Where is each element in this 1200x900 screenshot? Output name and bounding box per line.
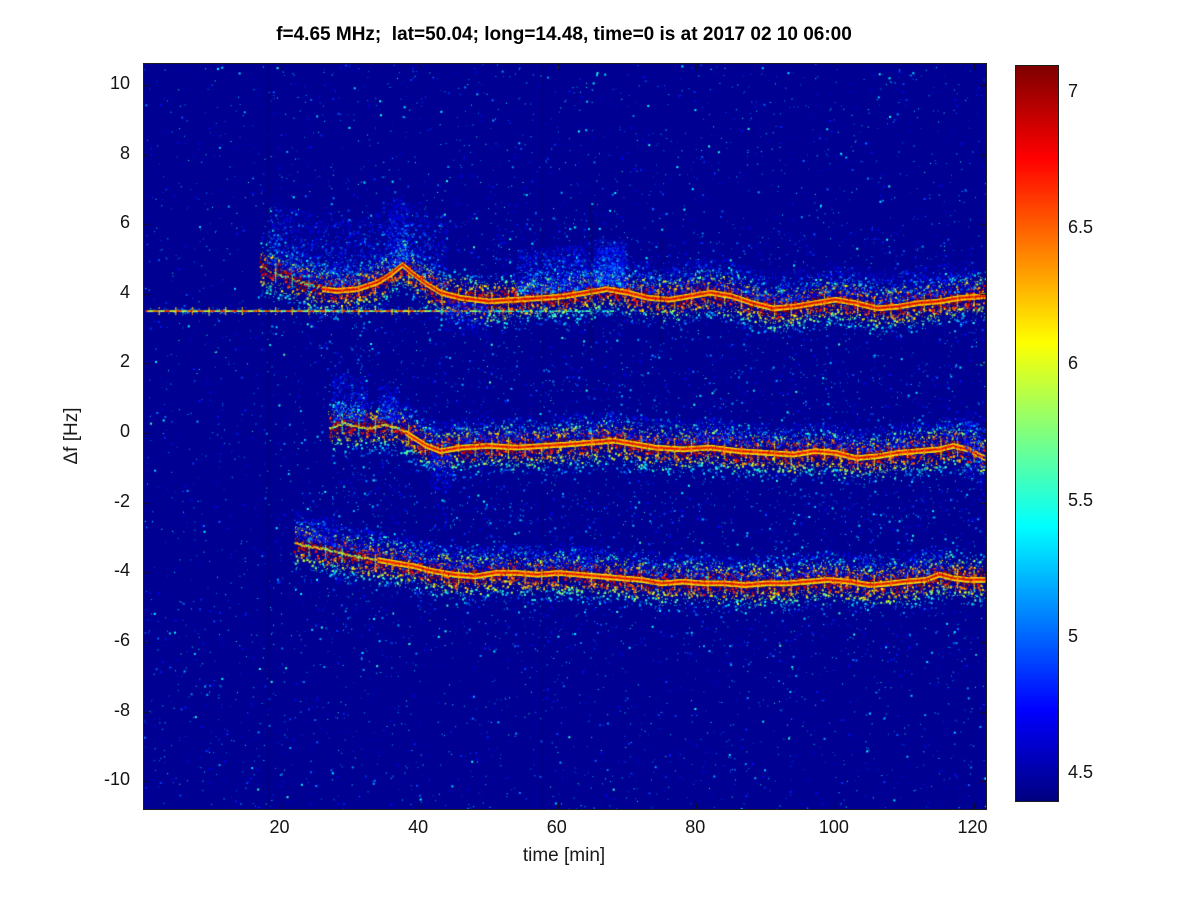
- colorbar-tick-label: 6.5: [1068, 217, 1094, 238]
- y-tick-label: -6: [113, 629, 130, 650]
- y-tick-label: 4: [119, 281, 130, 302]
- x-tick-label: 100: [818, 817, 849, 837]
- x-tick-label: 120: [957, 817, 988, 837]
- y-tick-label: -10: [103, 769, 130, 790]
- colorbar-tick-label: 7: [1068, 81, 1079, 102]
- y-tick-label: 10: [109, 72, 130, 93]
- y-tick-label: 8: [119, 142, 130, 163]
- y-tick-label: -2: [113, 490, 130, 511]
- plot-canvas: [143, 63, 987, 810]
- y-tick-label: 2: [119, 351, 130, 372]
- y-tick-label: 6: [119, 212, 130, 233]
- y-tick-label: 0: [119, 421, 130, 442]
- colorbar-tick-label: 5.5: [1068, 489, 1094, 510]
- x-axis-label: time [min]: [522, 845, 606, 866]
- chart-title: f=4.65 MHz; lat=50.04; long=14.48, time=…: [276, 24, 852, 45]
- colorbar-tick-label: 5: [1068, 625, 1079, 646]
- y-tick-label: -4: [113, 560, 130, 581]
- colorbar-tick-label: 4.5: [1068, 761, 1094, 782]
- colorbar-tick-label: 6: [1068, 353, 1079, 374]
- colorbar-canvas: [1015, 65, 1059, 802]
- x-tick-label: 40: [408, 817, 429, 837]
- x-tick-label: 20: [269, 817, 290, 837]
- x-tick-label: 80: [685, 817, 706, 837]
- x-tick-label: 60: [546, 817, 567, 837]
- y-tick-label: -8: [113, 699, 130, 720]
